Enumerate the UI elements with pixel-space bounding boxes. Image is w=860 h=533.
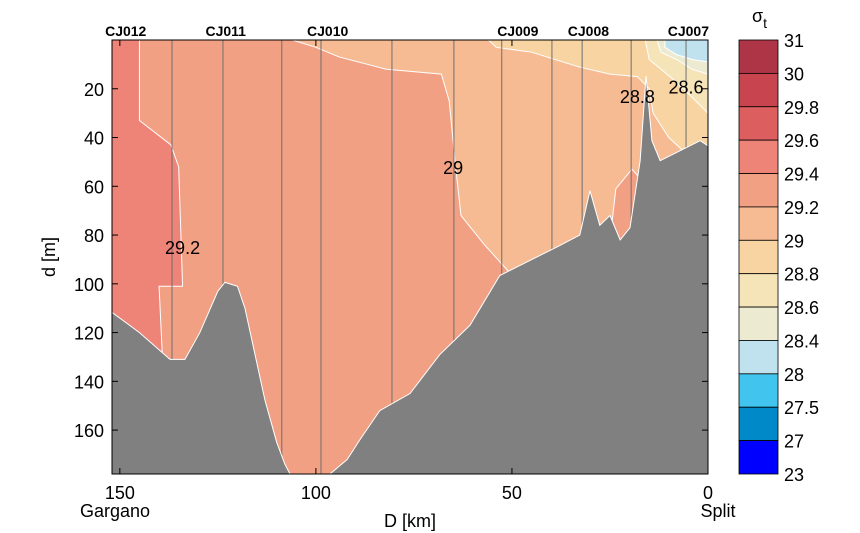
colorbar: 31 30 29.8 29.6 29.4 29.2 29 28.8 28.6 28.4 28 27.5…: [738, 6, 819, 485]
colorbar-band: [738, 72, 779, 108]
y-tick-label: 140: [74, 372, 104, 392]
colorbar-tick-label: 29.6: [784, 131, 819, 151]
colorbar-tick-label: 28: [784, 365, 804, 385]
contour-label: 29.2: [165, 238, 200, 258]
plot-area: 29.2 29 28.8 28.6: [112, 40, 708, 474]
colorbar-tick-label: 28.6: [784, 298, 819, 318]
y-tick-label: 60: [84, 177, 104, 197]
colorbar-band: [738, 273, 779, 308]
colorbar-tick-label: 28.8: [784, 265, 819, 285]
colorbar-band: [738, 406, 779, 442]
station-label: CJ008: [568, 23, 609, 39]
y-tick-label: 80: [84, 226, 104, 246]
colorbar-band: [738, 239, 779, 275]
y-tick-label: 120: [74, 324, 104, 344]
colorbar-band: [738, 39, 779, 74]
station-label: CJ009: [497, 23, 538, 39]
seabed: [112, 75, 708, 474]
colorbar-band: [738, 106, 779, 141]
colorbar-tick-label: 27: [784, 432, 804, 452]
station-label: CJ012: [105, 23, 146, 39]
colorbar-tick-label: 29.8: [784, 98, 819, 118]
contour-label: 28.8: [620, 87, 655, 107]
plot-frame: [111, 39, 709, 475]
y-axis-label: d [m]: [39, 237, 59, 277]
colorbar-tick-label: 23: [784, 465, 804, 485]
x-tick-label: 50: [502, 483, 522, 503]
x-left-end-label: Gargano: [80, 501, 150, 521]
colorbar-band: [738, 173, 779, 208]
colorbar-band: [738, 139, 779, 174]
x-tick-label: 100: [301, 483, 331, 503]
station-label: CJ011: [205, 23, 246, 39]
axes: 150 100 50 0 20 40 60 80 100 120 140 160: [74, 40, 713, 503]
colorbar-title: σt: [752, 6, 767, 31]
colorbar-band: [738, 340, 779, 375]
colorbar-band: [738, 206, 779, 241]
colorbar-tick-label: 27.5: [784, 398, 819, 418]
colorbar-tick-label: 29.2: [784, 198, 819, 218]
colorbar-band: [738, 306, 779, 341]
y-tick-label: 40: [84, 129, 104, 149]
colorbar-band: [738, 440, 779, 475]
station-label: CJ010: [307, 23, 348, 39]
colorbar-tick-label: 28.4: [784, 331, 819, 351]
y-tick-label: 160: [74, 421, 104, 441]
y-tick-label: 20: [84, 80, 104, 100]
colorbar-tick-label: 29: [784, 231, 804, 251]
station-labels: CJ012 CJ011 CJ010 CJ009 CJ008 CJ007: [105, 23, 709, 39]
colorbar-band: [738, 373, 779, 408]
y-tick-label: 100: [74, 275, 104, 295]
station-label: CJ007: [668, 23, 709, 39]
x-axis-label: D [km]: [384, 511, 436, 531]
x-right-end-label: Split: [700, 501, 735, 521]
x-tick-label: 150: [105, 483, 135, 503]
contour-label: 28.6: [669, 77, 704, 97]
colorbar-tick-label: 29.4: [784, 165, 819, 185]
colorbar-tick-label: 31: [784, 31, 804, 51]
x-tick-label: 0: [703, 483, 713, 503]
contour-label: 29: [443, 158, 463, 178]
colorbar-tick-label: 30: [784, 64, 804, 84]
